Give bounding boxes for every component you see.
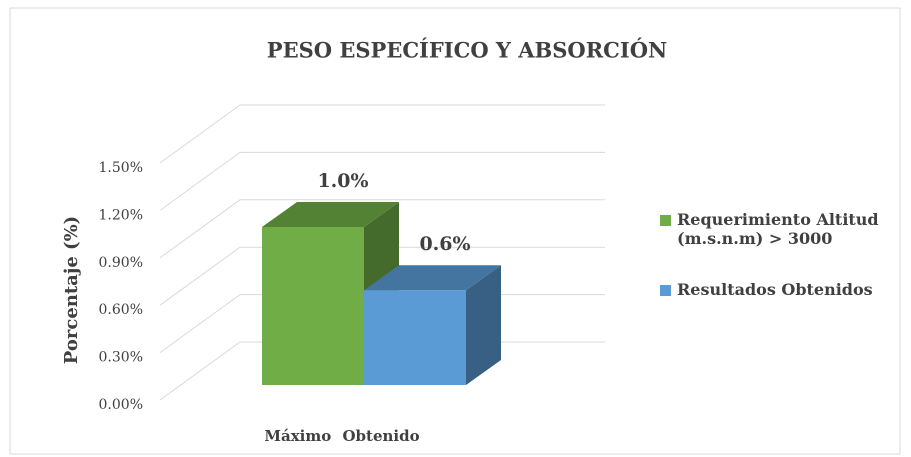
chart-frame — [9, 7, 901, 455]
legend-label: Resultados Obtenidos — [677, 280, 873, 299]
legend-item: Resultados Obtenidos — [660, 280, 900, 299]
y-tick-label: 0.30% — [99, 350, 143, 366]
bar-side — [466, 265, 501, 385]
bar-top — [364, 265, 501, 291]
bar-top — [262, 202, 399, 227]
legend-swatch — [660, 285, 671, 296]
chart-title: PESO ESPECÍFICO Y ABSORCIÓN — [267, 38, 667, 63]
legend-label: Requerimiento Altitud (m.s.n.m) > 3000 — [677, 210, 879, 248]
y-tick-label: 1.20% — [99, 207, 143, 223]
y-tick-label: 1.50% — [99, 160, 143, 176]
y-tick-label: 0.90% — [99, 255, 143, 271]
grid-line — [159, 246, 605, 306]
data-label: 0.6% — [419, 233, 470, 255]
data-label: 1.0% — [317, 170, 368, 192]
legend-item: Requerimiento Altitud (m.s.n.m) > 3000 — [660, 210, 900, 248]
y-axis-label: Porcentaje (%) — [61, 216, 82, 364]
y-tick-label: 0.60% — [99, 302, 143, 318]
bar — [262, 227, 364, 385]
grid-line — [159, 151, 605, 211]
bar — [364, 290, 466, 385]
grid-line — [159, 104, 605, 164]
x-tick-label: Máximo Obtenido — [264, 427, 419, 445]
y-tick-label: 0.00% — [99, 397, 143, 413]
legend-swatch — [660, 215, 671, 226]
grid-line — [159, 199, 605, 259]
